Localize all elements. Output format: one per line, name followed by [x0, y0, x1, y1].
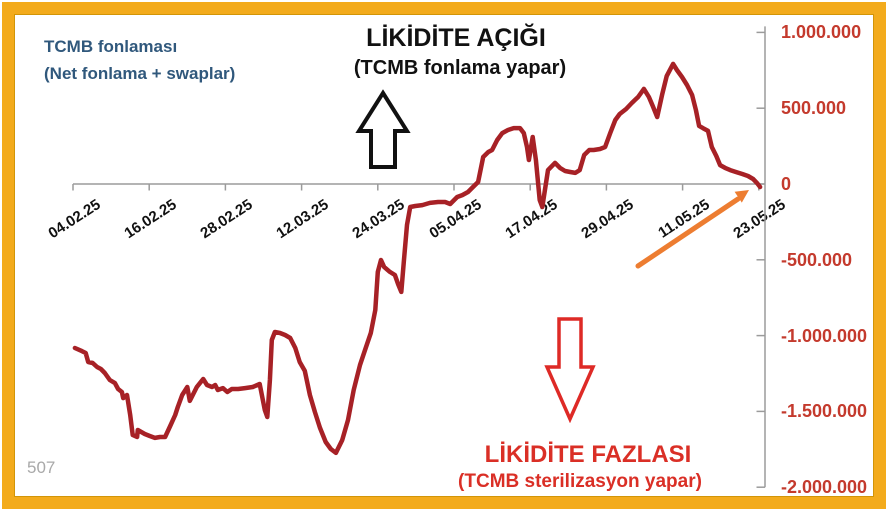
y-tick-label: 500.000 — [781, 98, 847, 119]
y-tick-label: 0 — [781, 174, 792, 194]
y-tick-label: -500.000 — [781, 249, 853, 270]
y-tick-label: -1.000.000 — [781, 325, 868, 346]
series-note-line2: (Net fonlama + swaplar) — [44, 64, 236, 83]
y-tick-label: -2.000.000 — [781, 477, 868, 498]
surplus-subtitle: (TCMB sterilizasyon yapar) — [458, 471, 702, 492]
up-arrow-icon — [355, 89, 411, 169]
watermark: 507 — [27, 458, 56, 477]
y-tick-label: 1.000.000 — [781, 22, 862, 43]
surplus-title: LİKİDİTE FAZLASI — [484, 441, 692, 468]
deficit-subtitle: (TCMB fonlama yapar) — [353, 57, 567, 79]
series-note: TCMB fonlaması (Net fonlama + swaplar) — [44, 33, 235, 87]
y-tick-label: -1.500.000 — [781, 401, 868, 422]
down-arrow-icon — [544, 317, 596, 423]
deficit-title: LİKİDİTE AÇIĞI — [366, 24, 546, 52]
series-note-line1: TCMB fonlaması — [44, 37, 178, 56]
